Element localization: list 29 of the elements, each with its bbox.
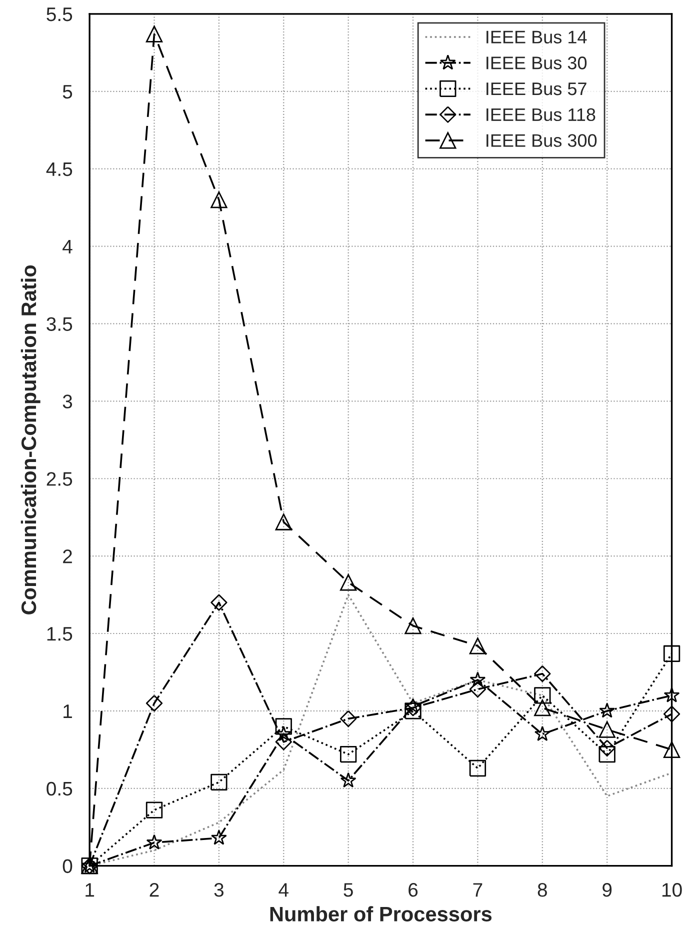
legend-label: IEEE Bus 300	[486, 134, 597, 147]
x-tick-label: 7	[473, 883, 482, 897]
legend-label: IEEE Bus 57	[486, 82, 586, 96]
y-tick-label: 0	[62, 859, 72, 874]
y-tick-label: 1	[64, 704, 72, 718]
x-tick-label: 8	[538, 883, 547, 897]
y-tick-label: 5	[62, 85, 72, 99]
legend-label: IEEE Bus 30	[486, 56, 587, 70]
y-tick-label: 4.5	[46, 162, 72, 176]
x-tick-label: 1	[86, 883, 94, 897]
y-tick-label: 2.5	[46, 472, 72, 486]
legend-label: IEEE Bus 118	[486, 108, 596, 122]
y-tick-label: 3.5	[46, 317, 72, 331]
y-tick-label: 3	[62, 394, 72, 408]
x-tick-label: 4	[278, 883, 288, 897]
x-tick-label: 2	[150, 883, 159, 897]
y-tick-label: 5.5	[46, 8, 72, 22]
x-tick-label: 6	[408, 883, 418, 897]
y-tick-label: 2	[63, 550, 72, 564]
x-axis-title: Number of Processors	[270, 906, 492, 922]
x-tick-label: 10	[662, 883, 682, 897]
legend-label: IEEE Bus 14	[486, 30, 587, 44]
y-tick-label: 1.5	[47, 627, 72, 641]
x-tick-label: 9	[602, 883, 612, 897]
y-axis-title: Communication-Computation Ratio	[20, 265, 40, 614]
y-tick-label: 4	[62, 240, 72, 254]
y-tick-label: 0.5	[46, 782, 72, 796]
x-tick-label: 5	[344, 883, 353, 897]
x-tick-label: 3	[214, 883, 224, 897]
